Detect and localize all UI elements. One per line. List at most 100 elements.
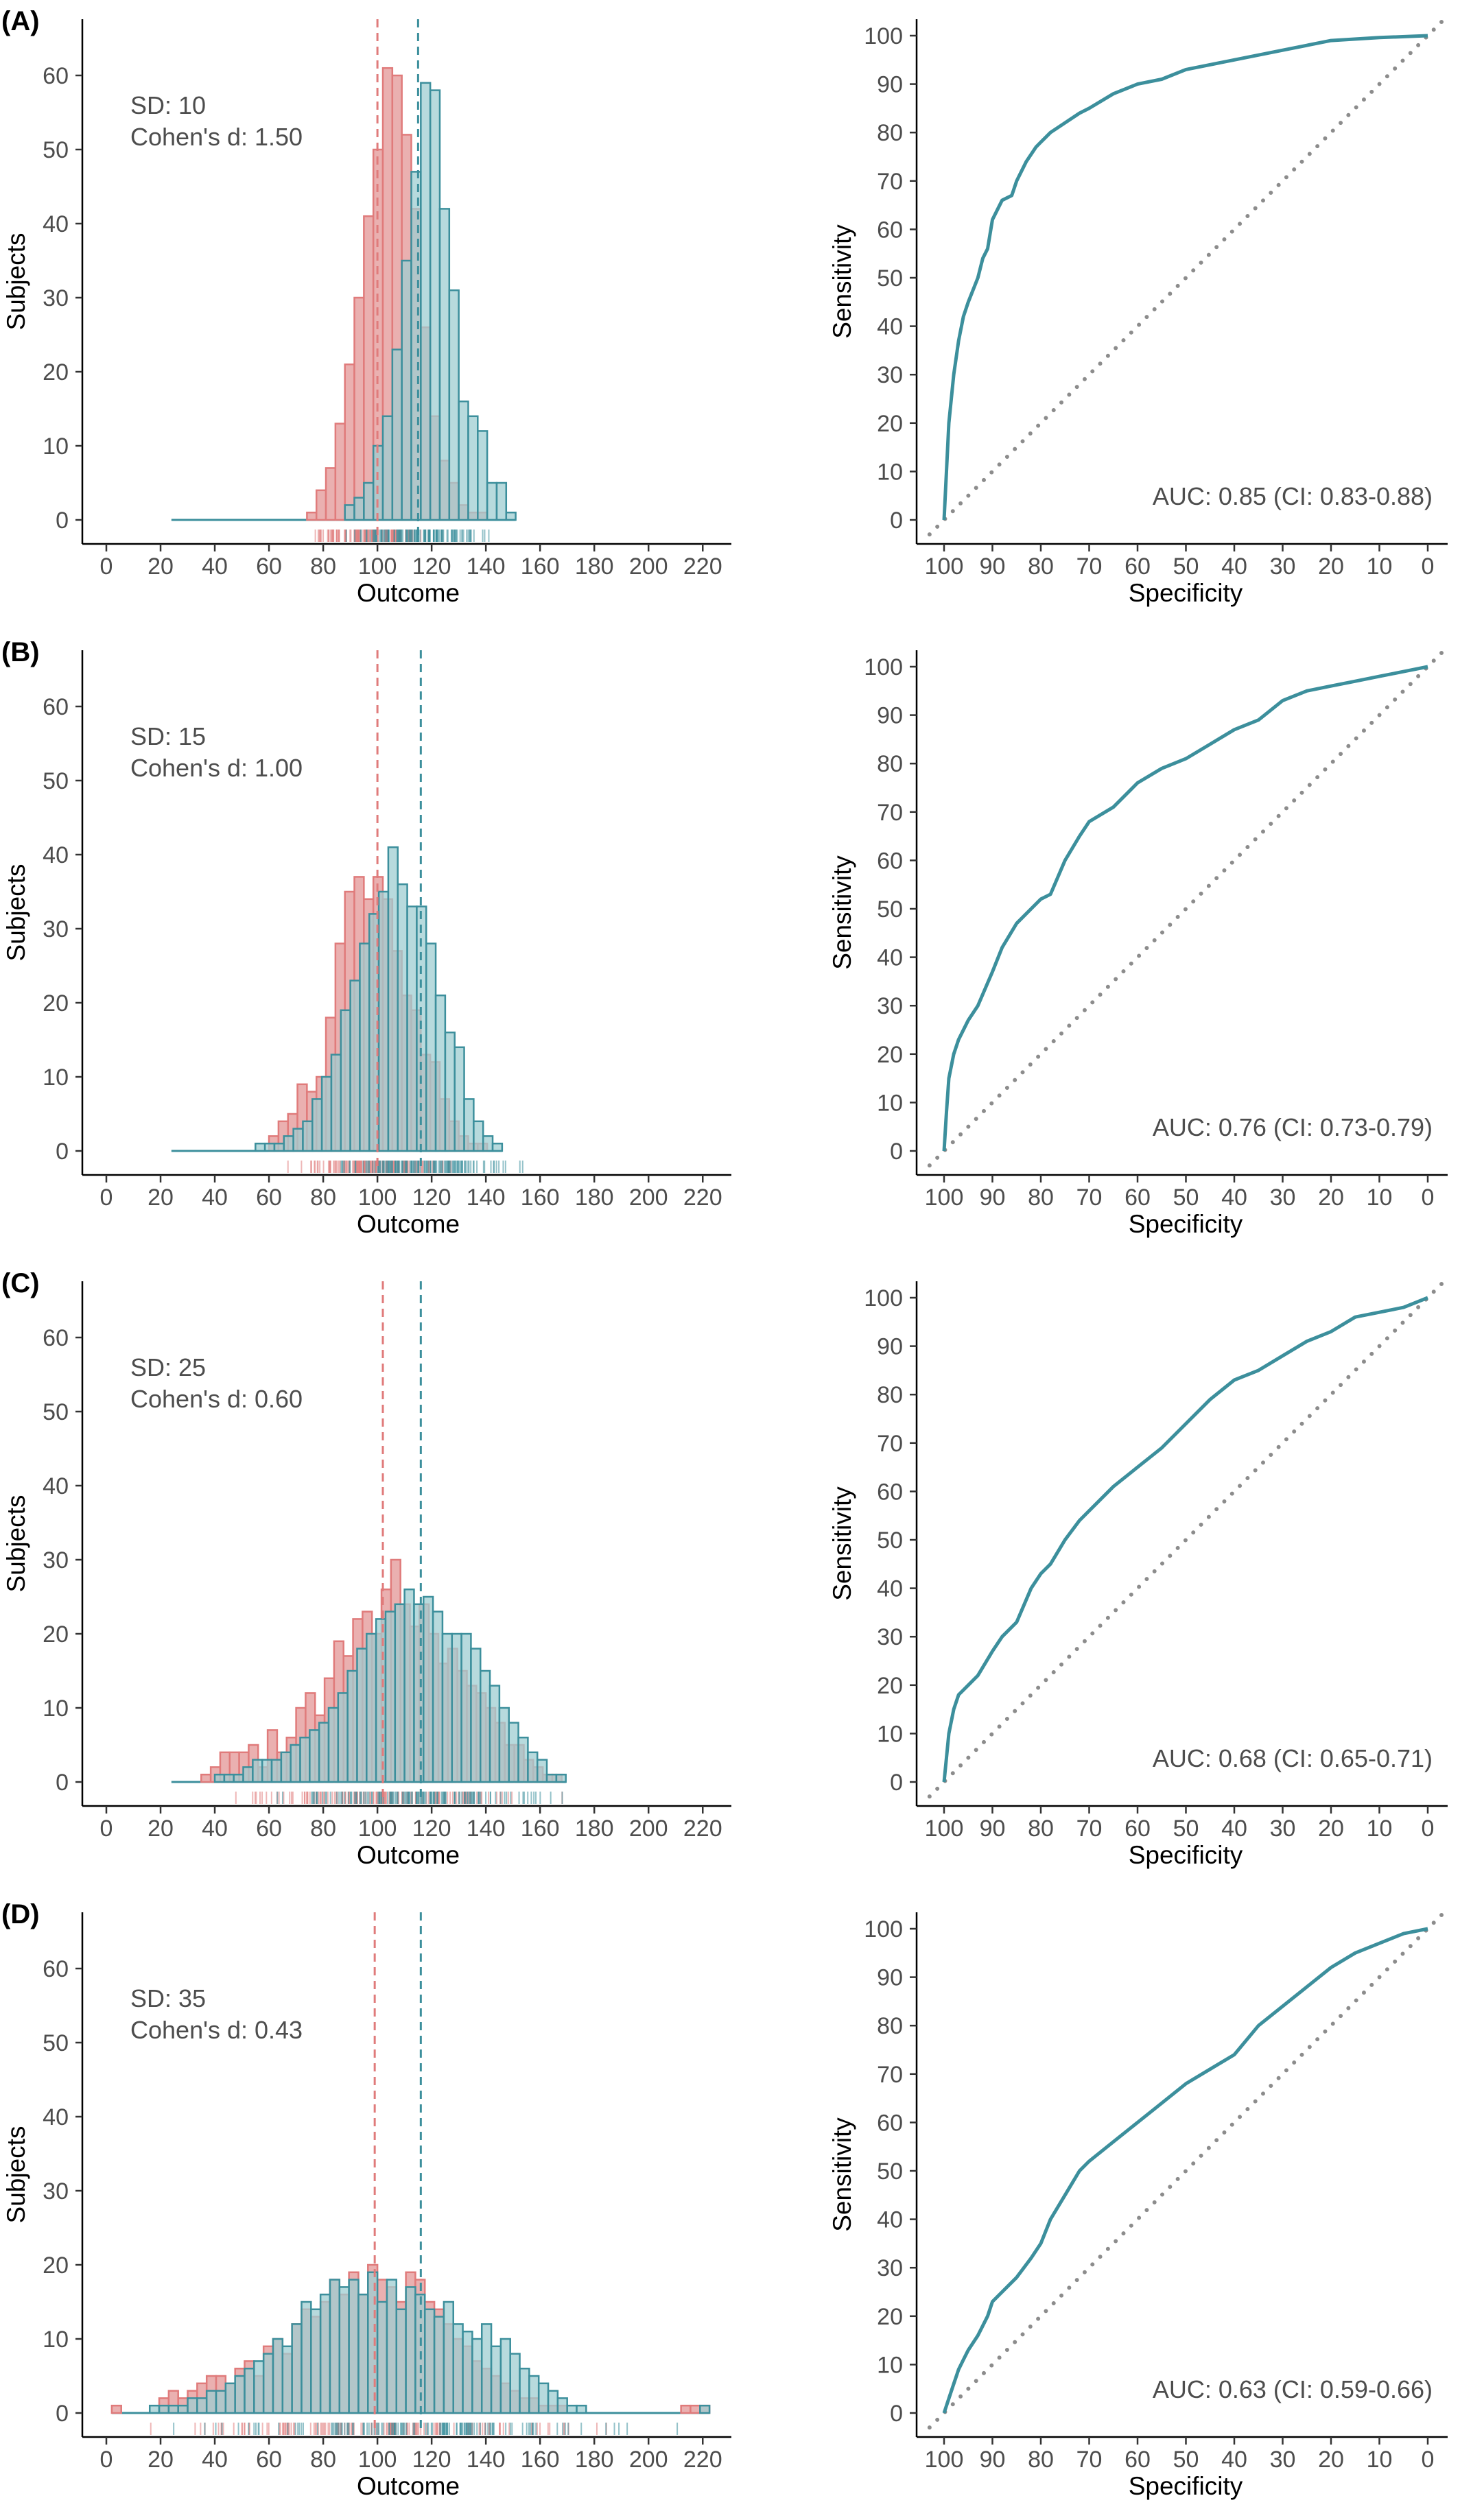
x-tick-label: 30: [1270, 1816, 1296, 1842]
y-tick-label: 40: [877, 314, 903, 340]
x-tick-label: 70: [1076, 1816, 1103, 1842]
bar-group2: [480, 1669, 491, 1783]
x-tick-label: 20: [148, 2447, 174, 2473]
bar-group2: [311, 1098, 323, 1152]
bar-group2: [394, 1603, 405, 1783]
bar-group2: [338, 2286, 350, 2414]
histogram-panel: (A) 0 10 20 30 40 50 60 0 20 40 60 80 100 120 140 160 180…: [1, 6, 731, 607]
bar-group2: [290, 1744, 301, 1783]
bar-group2: [329, 2279, 341, 2414]
bar-group2: [167, 2404, 179, 2414]
x-axis-title: Specificity: [1129, 579, 1243, 607]
bar-group2: [467, 415, 479, 521]
bar-group2: [363, 482, 375, 521]
x-tick-label: 180: [575, 554, 614, 580]
annotation-line: Cohen's d: 0.60: [130, 1385, 303, 1413]
x-tick-label: 80: [1028, 1185, 1054, 1211]
histogram-panel: (B) 0 10 20 30 40 50 60 0 20 40 60 80 100 120 140 160 180…: [1, 637, 731, 1238]
bar-group2: [233, 1773, 244, 1783]
bar-group2: [499, 2338, 511, 2414]
y-tick-label: 40: [877, 1576, 903, 1602]
x-tick-label: 0: [1422, 554, 1435, 580]
annotation-line: SD: 35: [130, 1984, 206, 2012]
bar-group2: [349, 979, 361, 1152]
bar-group2: [368, 913, 380, 1152]
y-tick-label: 0: [56, 1139, 69, 1165]
x-tick-label: 40: [1221, 1816, 1247, 1842]
y-tick-label: 90: [877, 703, 903, 729]
y-tick-label: 30: [877, 2255, 903, 2281]
y-tick-label: 80: [877, 1382, 903, 1408]
bar-group1: [353, 296, 365, 521]
bar-group2: [509, 2353, 521, 2414]
y-tick-label: 50: [877, 896, 903, 923]
auc-label: AUC: 0.76 (CI: 0.73-0.79): [1153, 1113, 1433, 1141]
y-tick-label: 30: [43, 916, 69, 942]
panel-letter: (C): [1, 1268, 40, 1298]
bar-group1: [325, 467, 337, 521]
bar-group2: [346, 1669, 358, 1783]
x-tick-label: 10: [1367, 554, 1393, 580]
bar-group2: [372, 444, 384, 521]
x-tick-label: 40: [202, 554, 228, 580]
x-tick-label: 90: [980, 1816, 1006, 1842]
x-tick-label: 60: [1125, 1816, 1151, 1842]
bar-group2: [357, 2293, 369, 2414]
bar-group2: [320, 1075, 333, 1152]
x-tick-label: 220: [683, 1816, 722, 1842]
bar-group2: [406, 905, 418, 1152]
x-axis-title: Outcome: [357, 1210, 460, 1238]
chance-diagonal: [927, 650, 1445, 1168]
bar-group2: [403, 1588, 415, 1783]
bar-group2: [196, 2397, 208, 2414]
bar-group2: [519, 2367, 530, 2414]
x-tick-label: 100: [925, 554, 964, 580]
bar-group2: [391, 348, 403, 521]
y-tick-label: 30: [43, 2178, 69, 2204]
y-tick-label: 50: [43, 137, 69, 163]
panel-letter: (B): [1, 637, 40, 667]
x-tick-label: 50: [1173, 554, 1199, 580]
bar-group2: [384, 1610, 397, 1783]
y-tick-label: 30: [877, 1624, 903, 1650]
y-tick-label: 90: [877, 1334, 903, 1360]
bar-group2: [438, 208, 451, 521]
y-tick-label: 40: [43, 1473, 69, 1499]
bar-group1: [110, 2404, 122, 2414]
bar-group2: [556, 2397, 568, 2414]
bar-group2: [448, 289, 460, 521]
x-tick-label: 100: [358, 554, 397, 580]
bar-group2: [423, 1595, 434, 1783]
bar-group2: [425, 942, 437, 1152]
roc-curve: [942, 665, 1428, 1152]
x-tick-label: 30: [1270, 1185, 1296, 1211]
x-axis-title: Specificity: [1129, 1841, 1243, 1869]
x-tick-label: 40: [202, 1816, 228, 1842]
x-tick-label: 140: [467, 1816, 506, 1842]
x-tick-label: 50: [1173, 1185, 1199, 1211]
bar-group2: [486, 482, 498, 521]
y-tick-label: 50: [877, 1528, 903, 1554]
y-tick-label: 50: [877, 2159, 903, 2185]
bar-group2: [356, 1648, 368, 1783]
bar-group2: [344, 504, 355, 521]
y-tick-label: 0: [56, 2401, 69, 2427]
bar-group2: [223, 1773, 235, 1783]
y-tick-label: 20: [877, 1673, 903, 1699]
y-tick-label: 100: [864, 1916, 903, 1942]
bar-group2: [386, 2279, 398, 2414]
bar-group2: [470, 1648, 482, 1783]
y-axis-title: Sensitivity: [828, 855, 856, 970]
bar-group2: [272, 2338, 284, 2414]
y-tick-label: 60: [877, 1479, 903, 1505]
bar-group2: [330, 1054, 342, 1152]
bar-group2: [359, 942, 370, 1152]
y-tick-label: 20: [43, 2252, 69, 2279]
auc-label: AUC: 0.68 (CI: 0.65-0.71): [1153, 1744, 1433, 1772]
x-axis-title: Outcome: [357, 1841, 460, 1869]
bar-group2: [482, 1135, 494, 1152]
x-tick-label: 0: [100, 1816, 113, 1842]
x-tick-label: 70: [1076, 2447, 1103, 2473]
x-tick-label: 120: [412, 554, 451, 580]
y-axis-title: Subjects: [2, 1495, 30, 1593]
